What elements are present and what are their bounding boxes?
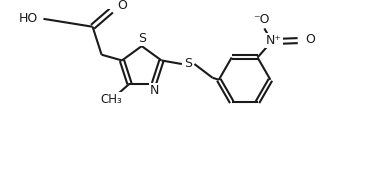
Text: O: O [305,33,315,46]
Text: S: S [138,32,146,45]
Text: ⁻O: ⁻O [253,13,270,26]
Text: O: O [118,0,128,12]
Text: S: S [184,57,192,70]
Text: N: N [150,84,159,97]
Text: CH₃: CH₃ [101,93,123,106]
Text: N⁺: N⁺ [266,34,282,47]
Text: HO: HO [18,12,38,25]
